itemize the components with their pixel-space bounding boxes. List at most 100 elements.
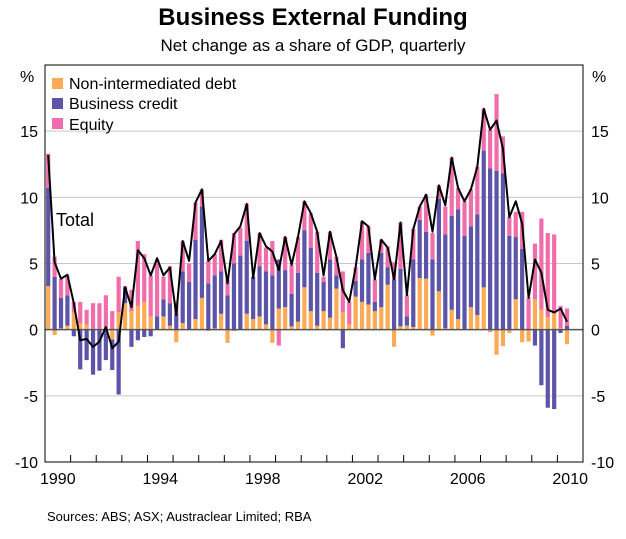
bar-business-credit — [302, 230, 307, 288]
bar-business-credit — [391, 279, 397, 330]
total-line-group — [47, 107, 568, 350]
bar-business-credit — [238, 255, 243, 330]
bar-business-credit — [327, 259, 333, 318]
bar-equity — [308, 213, 313, 248]
bar-non-intermediated-debt — [251, 319, 256, 330]
bar-business-credit — [500, 173, 506, 330]
bar-equity — [449, 157, 454, 216]
bar-non-intermediated-debt — [411, 327, 416, 330]
bar-non-intermediated-debt — [494, 329, 499, 355]
bar-business-credit — [135, 329, 140, 341]
bar-non-intermediated-debt — [116, 312, 121, 330]
bar-non-intermediated-debt — [167, 325, 172, 330]
bar-business-credit — [71, 329, 76, 337]
bar-business-credit — [532, 329, 538, 346]
y-axis-unit-left: % — [20, 69, 34, 86]
bar-business-credit — [116, 329, 121, 395]
bar-non-intermediated-debt — [263, 324, 269, 330]
y-tick-label-right: 5 — [591, 257, 600, 274]
bar-equity — [347, 301, 352, 325]
bar-non-intermediated-debt — [142, 301, 147, 330]
source-note: Sources: ABS; ASX; Austraclear Limited; … — [47, 509, 312, 524]
bar-business-credit — [103, 329, 108, 361]
bar-business-credit — [462, 235, 467, 330]
bar-non-intermediated-debt — [122, 303, 128, 330]
bar-equity — [430, 233, 435, 260]
bar-business-credit — [276, 259, 281, 309]
bar-non-intermediated-debt — [520, 329, 525, 343]
bar-non-intermediated-debt — [225, 329, 230, 343]
bar-equity — [289, 264, 294, 294]
bar-equity — [219, 239, 224, 272]
bar-non-intermediated-debt — [295, 321, 301, 330]
bar-non-intermediated-debt — [289, 326, 294, 330]
bar-equity — [456, 188, 461, 210]
bar-non-intermediated-debt — [257, 316, 262, 330]
legend-swatch-business-credit — [52, 98, 63, 109]
bar-business-credit — [308, 247, 313, 312]
x-tick-label: 1990 — [40, 471, 76, 488]
bar-equity — [507, 217, 512, 236]
bar-business-credit — [398, 268, 403, 327]
total-annotation: Total — [56, 210, 94, 230]
bar-non-intermediated-debt — [276, 308, 281, 330]
bar-non-intermediated-debt — [526, 329, 531, 342]
bar-equity — [417, 206, 422, 220]
bar-equity — [103, 295, 108, 330]
bar-business-credit — [84, 329, 89, 361]
bar-equity — [231, 233, 237, 264]
bar-equity — [513, 211, 518, 238]
bar-equity — [475, 166, 480, 215]
bar-non-intermediated-debt — [174, 329, 179, 343]
bar-equity — [391, 262, 397, 280]
bar-equity — [135, 241, 140, 306]
bar-equity — [558, 305, 563, 329]
bar-business-credit — [97, 329, 102, 371]
legend-label-non-intermediated-debt: Non-intermediated debt — [69, 76, 237, 93]
y-tick-label-left: 0 — [29, 323, 38, 340]
bar-equity — [78, 301, 83, 324]
bar-business-credit — [436, 198, 441, 292]
bar-non-intermediated-debt — [219, 313, 224, 330]
y-tick-label-right: 15 — [591, 124, 609, 141]
bar-business-credit — [161, 299, 166, 317]
bar-equity — [52, 256, 57, 277]
bar-non-intermediated-debt — [513, 299, 518, 330]
bar-business-credit — [193, 239, 198, 320]
chart-title: Business External Funding — [158, 4, 468, 31]
bar-equity — [539, 218, 544, 310]
bar-non-intermediated-debt — [334, 288, 339, 330]
bar-business-credit — [52, 276, 57, 330]
bar-equity — [302, 201, 307, 231]
bar-non-intermediated-debt — [193, 319, 198, 330]
bar-business-credit — [334, 275, 339, 289]
bar-equity — [481, 108, 486, 152]
legend-swatch-equity — [52, 118, 63, 129]
bar-business-credit — [379, 252, 384, 308]
bars — [46, 94, 570, 410]
bar-non-intermediated-debt — [539, 309, 544, 330]
bar-equity — [65, 275, 70, 296]
legend-label-business-credit: Business credit — [69, 96, 178, 113]
y-tick-label-right: -5 — [591, 389, 605, 406]
bar-equity — [488, 129, 493, 169]
bar-business-credit — [353, 280, 358, 297]
bar-non-intermediated-debt — [417, 278, 422, 330]
bar-equity — [84, 309, 89, 325]
bar-equity — [161, 276, 166, 300]
bar-non-intermediated-debt — [308, 311, 313, 330]
y-tick-label-left: -5 — [24, 389, 38, 406]
bar-equity — [321, 276, 326, 283]
bar-non-intermediated-debt — [398, 326, 403, 330]
bar-equity — [327, 231, 333, 260]
y-tick-label-left: 5 — [29, 257, 38, 274]
bar-business-credit — [174, 313, 179, 330]
x-tick-label: 2010 — [552, 471, 588, 488]
bar-equity — [206, 260, 211, 284]
bar-business-credit — [212, 275, 217, 329]
axes: -10 -10 -5 -5 0 0 5 5 10 10 15 15 1990 1994 1998 2002 20… — [15, 64, 614, 488]
bar-business-credit — [359, 259, 365, 302]
bar-non-intermediated-debt — [340, 312, 345, 330]
bar-business-credit — [404, 316, 409, 326]
